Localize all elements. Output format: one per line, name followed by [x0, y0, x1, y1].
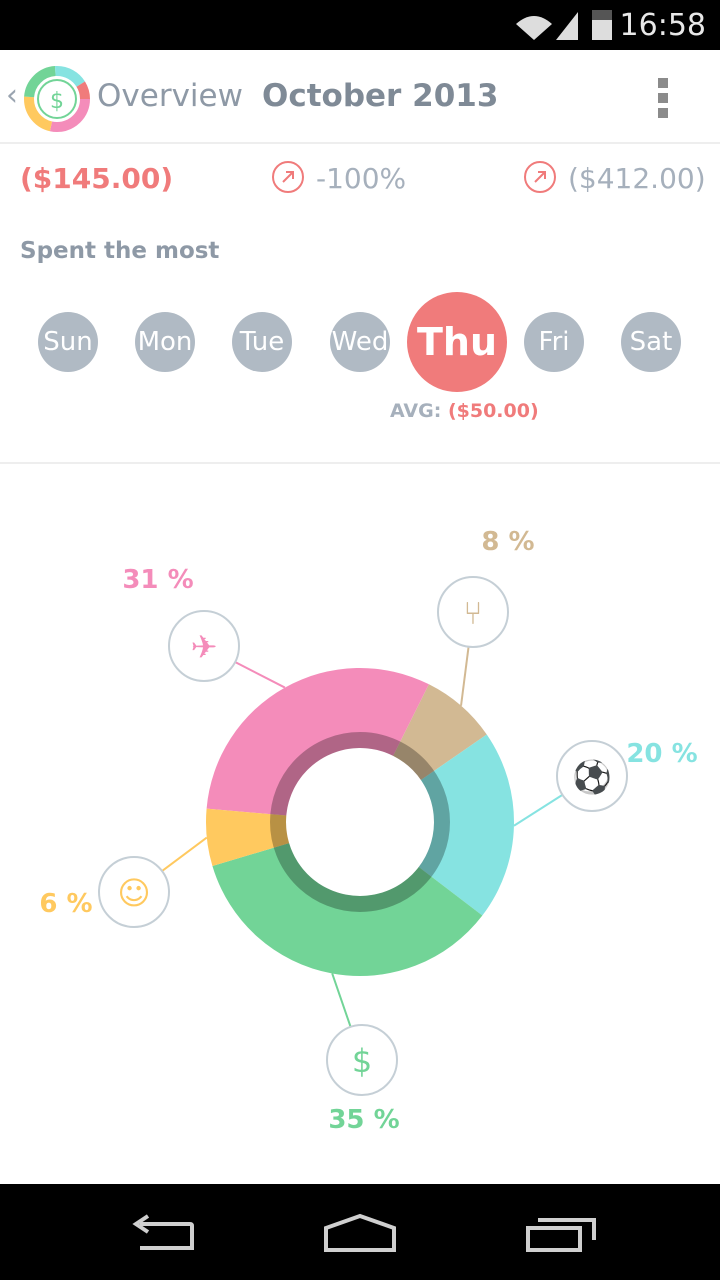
day-thu[interactable]: Thu [407, 292, 507, 392]
section-label: Spent the most [20, 238, 220, 264]
page-title: Overview [97, 78, 243, 114]
back-chevron-icon[interactable]: ‹ [6, 78, 18, 113]
percent-label-money: 35 % [328, 1105, 399, 1135]
stat-total-value: ($412.00) [568, 162, 706, 195]
avg-amount: ($50.00) [447, 400, 539, 422]
donut-slice-sports[interactable] [418, 734, 514, 916]
wallet-icon[interactable] [326, 1024, 398, 1096]
status-bar: 16:58 [0, 0, 720, 50]
overflow-menu-icon[interactable] [654, 78, 672, 122]
trend-arrow-icon [524, 161, 556, 193]
theater-masks-icon-glyph: ☺ [117, 874, 150, 912]
soccer-ball-icon-glyph: ⚽ [571, 758, 612, 796]
home-icon[interactable] [324, 1213, 396, 1252]
recents-icon[interactable] [526, 1218, 596, 1252]
day-mon[interactable]: Mon [135, 312, 195, 372]
category-chart: ✈ 31 % ⑂ 8 % ⚽ 20 % $35 % ☺ 6 % [0, 470, 720, 1170]
donut-inner-ring [270, 732, 450, 912]
divider [0, 462, 720, 464]
airplane-icon-glyph: ✈ [191, 628, 218, 666]
donut-chart: ✈ 31 % ⑂ 8 % ⚽ 20 % $35 % ☺ 6 % [39, 527, 697, 1135]
stat-total: ($412.00) [524, 161, 706, 196]
back-icon[interactable] [132, 1214, 194, 1250]
navigation-bar [0, 1184, 720, 1280]
app-logo-icon[interactable]: $ [24, 66, 90, 132]
theater-masks-icon[interactable] [98, 856, 170, 928]
fork-knife-icon-glyph: ⑂ [463, 594, 482, 632]
percent-label-food: 8 % [481, 527, 534, 557]
donut-slice-food[interactable] [393, 684, 487, 780]
soccer-ball-icon[interactable] [556, 740, 628, 812]
wallet-icon-glyph: $ [352, 1042, 372, 1080]
day-wed[interactable]: Wed [330, 312, 390, 372]
day-selector: Sun Mon Tue Wed Thu Fri Sat [0, 290, 720, 400]
day-fri[interactable]: Fri [524, 312, 584, 372]
status-time: 16:58 [619, 8, 706, 43]
trend-arrow-icon [272, 161, 304, 193]
stat-percent: -100% [272, 161, 407, 196]
day-sun[interactable]: Sun [38, 312, 98, 372]
avg-value: AVG: ($50.00) [390, 400, 539, 422]
stat-amount: ($145.00) [20, 162, 174, 195]
percent-label-travel: 31 % [122, 565, 193, 595]
percent-label-entertainment: 6 % [39, 889, 92, 919]
period-subtitle[interactable]: October 2013 [262, 78, 499, 114]
donut-slice-money[interactable] [212, 843, 483, 976]
action-bar: ‹ $ Overview October 2013 [0, 50, 720, 144]
day-tue[interactable]: Tue [232, 312, 292, 372]
wifi-icon [516, 16, 552, 40]
stats-row: ($145.00) -100% ($412.00) [0, 160, 720, 204]
signal-icons [516, 10, 612, 40]
donut-slice-travel[interactable] [206, 668, 429, 816]
percent-label-sports: 20 % [626, 739, 697, 769]
airplane-icon[interactable] [168, 610, 240, 682]
stat-percent-value: -100% [316, 162, 407, 195]
donut-slice-entertainment[interactable] [206, 808, 290, 866]
svg-text:$: $ [50, 89, 64, 114]
cell-signal-icon [556, 12, 578, 40]
day-sat[interactable]: Sat [621, 312, 681, 372]
avg-label: AVG: [390, 400, 442, 422]
fork-knife-icon[interactable] [437, 576, 509, 648]
